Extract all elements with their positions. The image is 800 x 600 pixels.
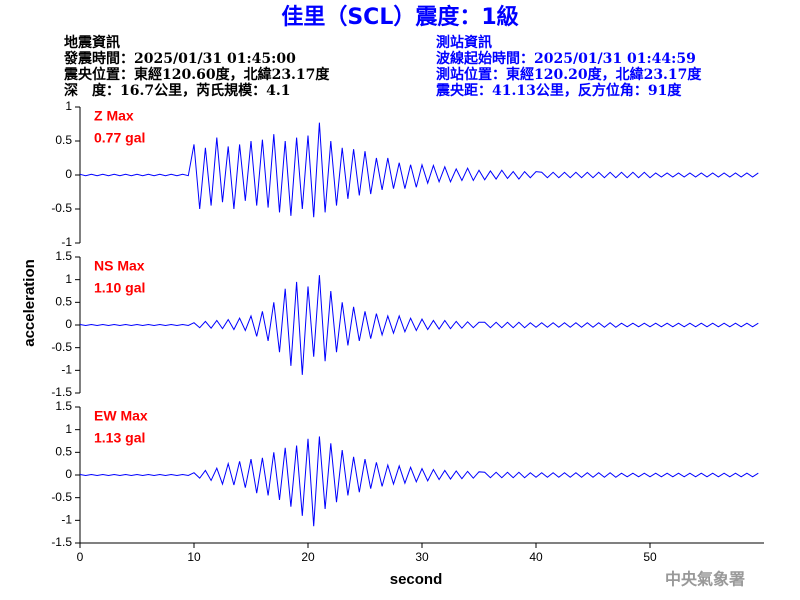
x-axis-label: second — [390, 571, 443, 588]
y-tick-label: -1.5 — [51, 385, 72, 399]
y-tick-label: -0.5 — [51, 201, 72, 215]
event-info: 發震時間：2025/01/31 01:45:00 — [63, 50, 296, 67]
y-tick-label: 0 — [65, 467, 72, 481]
max-annotation: Z Max — [94, 108, 134, 124]
event-info: 震央位置：東經120.60度，北緯23.17度 — [63, 66, 330, 83]
footer: 中央氣象署 — [665, 570, 745, 589]
y-tick-label: -0.5 — [51, 490, 72, 504]
x-tick-label: 30 — [415, 550, 429, 564]
y-tick-label: 0 — [65, 317, 72, 331]
max-annotation: NS Max — [94, 258, 145, 274]
waveform — [79, 122, 759, 218]
x-tick-label: 20 — [301, 550, 315, 564]
station-info: 震央距：41.13公里，反方位角：91度 — [435, 82, 682, 99]
y-tick-label: 1 — [65, 422, 72, 436]
y-tick-label: 1 — [65, 99, 72, 113]
title: 佳里（SCL）震度：1級 — [281, 4, 518, 30]
y-tick-label: -1 — [61, 363, 72, 377]
waveform — [79, 436, 759, 527]
x-tick-label: 10 — [187, 550, 201, 564]
waveform — [79, 275, 759, 375]
x-tick-label: 0 — [77, 550, 84, 564]
station-info: 測站位置：東經120.20度，北緯23.17度 — [436, 66, 702, 83]
event-info: 地震資訊 — [64, 34, 120, 51]
y-tick-label: -1.5 — [51, 535, 72, 549]
station-info: 波線起始時間：2025/01/31 01:44:59 — [436, 50, 696, 67]
x-tick-label: 40 — [529, 550, 543, 564]
y-tick-label: 0.5 — [55, 295, 72, 309]
y-tick-label: 0.5 — [55, 133, 72, 147]
max-annotation: EW Max — [94, 408, 148, 424]
y-tick-label: -1 — [61, 235, 72, 249]
y-tick-label: 1.5 — [55, 399, 72, 413]
y-axis-label: acceleration — [21, 259, 38, 347]
y-tick-label: 1 — [65, 272, 72, 286]
x-tick-label: 50 — [643, 550, 657, 564]
y-tick-label: -0.5 — [51, 340, 72, 354]
max-annotation: 0.77 gal — [94, 130, 145, 146]
max-annotation: 1.13 gal — [94, 430, 145, 446]
y-tick-label: 1.5 — [55, 249, 72, 263]
y-tick-label: 0 — [65, 167, 72, 181]
y-tick-label: 0.5 — [55, 445, 72, 459]
station-info: 測站資訊 — [436, 34, 492, 51]
max-annotation: 1.10 gal — [94, 280, 145, 296]
y-tick-label: -1 — [61, 513, 72, 527]
event-info: 深 度：16.7公里，芮氏規模：4.1 — [64, 82, 290, 99]
